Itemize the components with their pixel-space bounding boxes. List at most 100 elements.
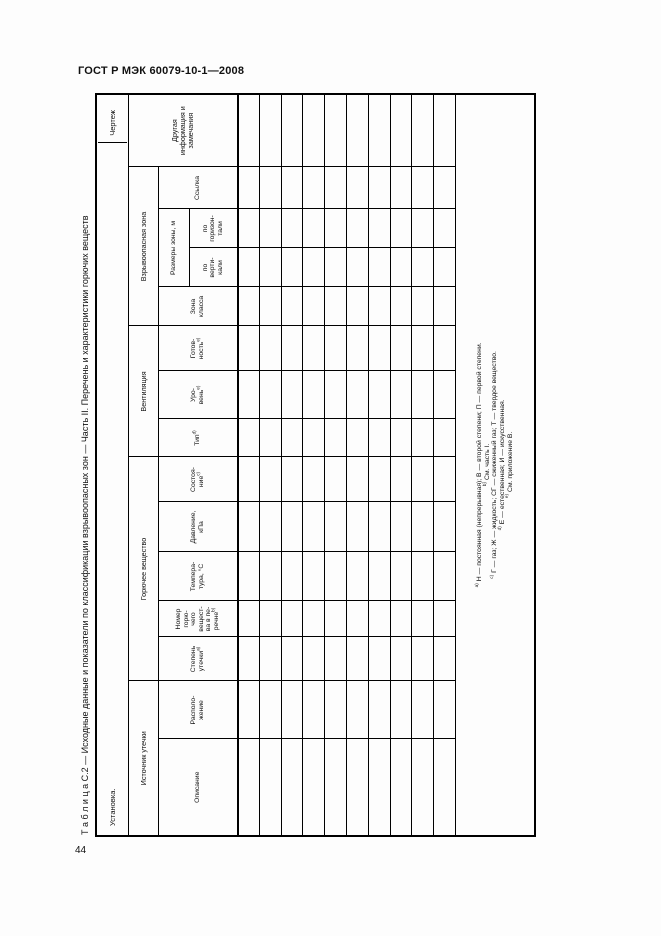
empty-cell [433, 552, 456, 601]
empty-cell [390, 248, 412, 287]
installation-label: Установка. [107, 788, 117, 826]
empty-cell [237, 287, 260, 326]
empty-cell [281, 601, 303, 637]
empty-cell [433, 248, 456, 287]
empty-cell [324, 739, 347, 836]
empty-cell [390, 167, 412, 209]
empty-cell [237, 502, 260, 552]
empty-cell [411, 209, 434, 248]
footnote-c: c)Г — газ; Ж — жидкость; СГ — сжиженный … [489, 351, 499, 579]
empty-cell [324, 371, 347, 419]
empty-cell [237, 601, 260, 637]
empty-cell [368, 739, 391, 836]
footnotes-cell: a)Н — постоянная (непрерывная); В — втор… [455, 93, 536, 836]
empty-cell [259, 502, 282, 552]
empty-cell [324, 681, 347, 739]
form-header-row: Установка. Чертеж [96, 93, 129, 836]
empty-cell [302, 287, 325, 326]
empty-cell [324, 93, 347, 167]
col-description: Описание [158, 739, 238, 836]
table-row [259, 93, 282, 836]
group-leak-source: Источник утечки [128, 681, 159, 836]
empty-cell [346, 167, 369, 209]
empty-cell [411, 681, 434, 739]
empty-cell [411, 371, 434, 419]
empty-cell [411, 502, 434, 552]
empty-cell [281, 637, 303, 681]
subheader-row-1: Описание Располо- жение Степень утечкиa)… [158, 94, 238, 836]
empty-cell [259, 209, 282, 248]
empty-cell [302, 681, 325, 739]
empty-cell [281, 167, 303, 209]
empty-cell [368, 93, 391, 167]
empty-cell [302, 209, 325, 248]
empty-cell [237, 93, 260, 167]
empty-cell [368, 167, 391, 209]
empty-cell [390, 552, 412, 601]
empty-cell [433, 167, 456, 209]
empty-cell [433, 326, 456, 371]
empty-cell [346, 209, 369, 248]
table-row [390, 93, 412, 836]
col-reference: Ссылка [158, 167, 238, 209]
group-header-row: Источник утечки Горючее вещество Вентиля… [128, 93, 238, 836]
empty-cell [324, 326, 347, 371]
empty-cell [237, 209, 260, 248]
table-row [324, 93, 347, 836]
empty-cell [302, 326, 325, 371]
empty-cell [259, 287, 282, 326]
empty-cell [433, 739, 456, 836]
empty-cell [281, 502, 303, 552]
footnotes-row: a)Н — постоянная (непрерывная); В — втор… [455, 93, 536, 836]
table-row [302, 93, 325, 836]
empty-cell [411, 167, 434, 209]
document-header: ГОСТ Р МЭК 60079-10-1—2008 [78, 65, 245, 77]
empty-cell [368, 552, 391, 601]
empty-cell [259, 93, 282, 167]
empty-cell [237, 248, 260, 287]
table-row [433, 93, 456, 836]
col-state: Состоя- ниеc) [158, 457, 238, 502]
table-foot: a)Н — постоянная (непрерывная); В — втор… [455, 93, 536, 836]
empty-cell [324, 552, 347, 601]
empty-cell [368, 371, 391, 419]
col-size-vertical: по верти- кали [189, 248, 238, 287]
empty-cell [390, 637, 412, 681]
empty-cell [368, 419, 391, 457]
empty-cell [324, 209, 347, 248]
empty-cell [237, 457, 260, 502]
empty-cell [281, 739, 303, 836]
empty-cell [346, 637, 369, 681]
empty-cell [390, 287, 412, 326]
group-zone-size: Размеры зоны, м [158, 209, 190, 287]
empty-cell [433, 457, 456, 502]
table-row [281, 93, 303, 836]
empty-cell [302, 457, 325, 502]
empty-cell [346, 681, 369, 739]
col-substance-number: Номер горю- чего вещест- ва в пе- речнеb… [158, 601, 238, 637]
empty-cell [411, 739, 434, 836]
empty-cell [411, 457, 434, 502]
empty-cell [368, 601, 391, 637]
empty-cell [368, 287, 391, 326]
col-zone-class: Зона класса [158, 287, 238, 326]
empty-cell [411, 326, 434, 371]
empty-cell [433, 601, 456, 637]
empty-cell [433, 287, 456, 326]
empty-cell [237, 326, 260, 371]
empty-cell [302, 552, 325, 601]
empty-cell [302, 601, 325, 637]
empty-cell [390, 739, 412, 836]
col-vent-availability: Готов- ностьe) [158, 326, 238, 371]
table-row [368, 93, 391, 836]
empty-cell [411, 248, 434, 287]
table-title: Т а б л и ц а С.2 — Исходные данные и по… [80, 215, 90, 835]
empty-cell [281, 681, 303, 739]
footnote-a: a)Н — постоянная (непрерывная); В — втор… [473, 342, 484, 588]
empty-cell [390, 601, 412, 637]
empty-cell [390, 371, 412, 419]
empty-cell [302, 739, 325, 836]
drawing-label: Чертеж [98, 95, 127, 143]
empty-cell [302, 167, 325, 209]
table-row [237, 93, 260, 836]
